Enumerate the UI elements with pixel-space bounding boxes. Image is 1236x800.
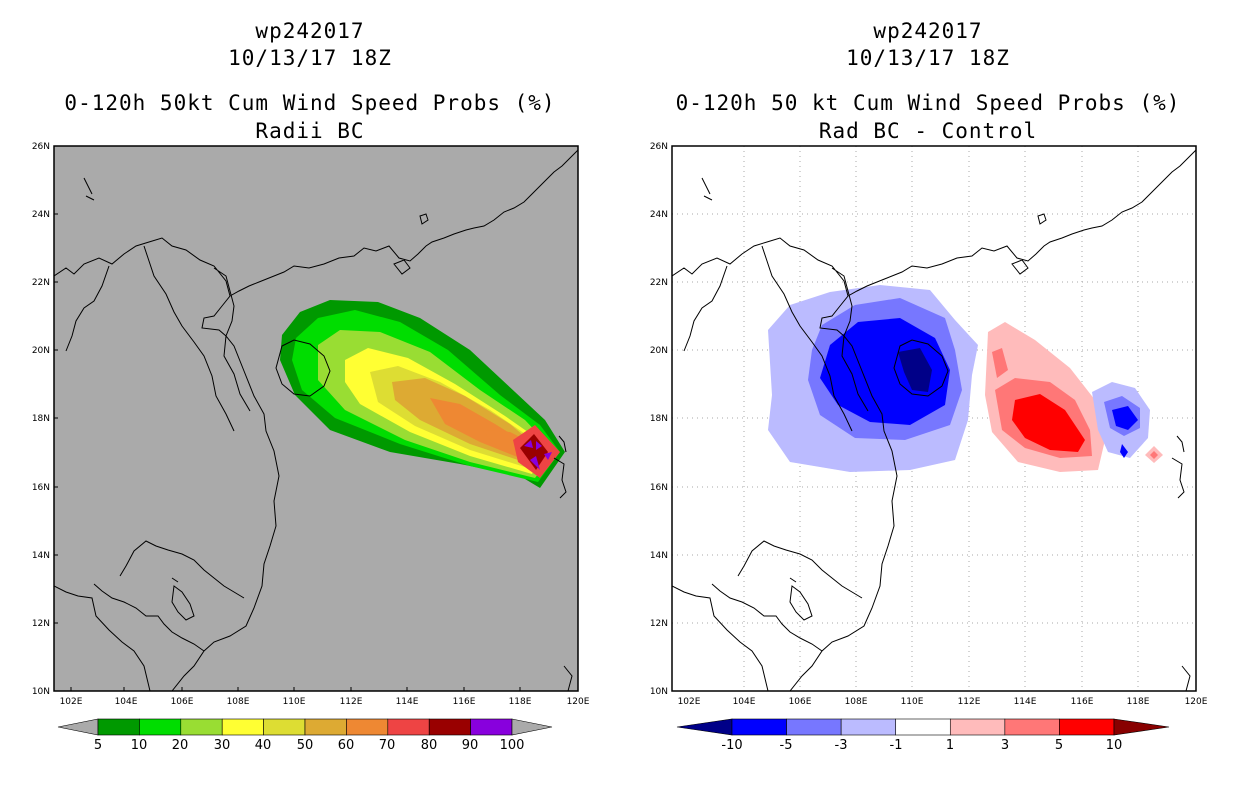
left-lat-label: 24N [32, 210, 50, 220]
left-colorbar-high-arrow [511, 718, 553, 736]
right-colorbar-label: -3 [835, 738, 848, 753]
left-colorbar-swatch [346, 718, 389, 736]
right-lon-label: 112E [958, 697, 981, 707]
left-lon-label: 118E [509, 697, 532, 707]
left-colorbar-label: 80 [421, 738, 438, 753]
right-lon-label: 116E [1071, 697, 1094, 707]
right-colorbar-label: 3 [1001, 738, 1009, 753]
right-lon-label: 114E [1014, 697, 1037, 707]
right-map-gridlines [672, 146, 1196, 691]
left-colorbar-label: 60 [338, 738, 355, 753]
left-lon-label: 104E [115, 697, 138, 707]
left-lat-label: 20N [32, 346, 50, 356]
right-lat-label: 14N [650, 551, 668, 561]
right-colorbar-swatch [949, 718, 1006, 736]
left-colorbar-label: 30 [214, 738, 231, 753]
right-lat-label: 18N [650, 414, 668, 424]
right-colorbar-low-arrow [676, 718, 733, 736]
left-lat-label: 22N [32, 278, 50, 288]
left-colorbar-swatch [221, 718, 264, 736]
right-lat-label: 26N [650, 142, 668, 152]
left-colorbar-low-arrow [57, 718, 99, 736]
left-probability-contours [54, 149, 578, 691]
right-colorbar-label: -1 [890, 738, 903, 753]
right-lon-label: 120E [1185, 697, 1208, 707]
right-lat-label: 10N [650, 687, 668, 697]
left-lon-label: 114E [396, 697, 419, 707]
right-colorbar-high-arrow [1113, 718, 1170, 736]
left-colorbar-swatch [263, 718, 306, 736]
left-colorbar-label: 50 [297, 738, 314, 753]
right-product-title: 0-120h 50 kt Cum Wind Speed Probs (%) [675, 91, 1181, 115]
left-lat-label: 26N [32, 142, 50, 152]
left-lon-label: 116E [453, 697, 476, 707]
left-lon-label: 120E [567, 697, 590, 707]
left-subtitle: Radii BC [255, 119, 365, 143]
left-map: 26N 24N 22N 20N 18N 16N 14N 12N 10N 102E… [32, 142, 590, 707]
left-colorbar-label: 100 [500, 738, 525, 753]
right-map: 26N 24N 22N 20N 18N 16N 14N 12N 10N 102E… [650, 142, 1208, 707]
left-lat-label: 16N [32, 483, 50, 493]
left-lon-label: 110E [283, 697, 306, 707]
right-storm-id: wp242017 [873, 19, 983, 43]
right-lon-label: 110E [901, 697, 924, 707]
left-lon-label: 102E [60, 697, 83, 707]
left-lon-label: 106E [171, 697, 194, 707]
right-lon-label: 118E [1127, 697, 1150, 707]
right-lat-label: 20N [650, 346, 668, 356]
left-lon-label: 112E [340, 697, 363, 707]
left-colorbar-label: 20 [172, 738, 189, 753]
right-colorbar-label: -5 [780, 738, 793, 753]
left-lat-label: 10N [32, 687, 50, 697]
right-lat-label: 24N [650, 210, 668, 220]
right-colorbar-swatch [1059, 718, 1115, 736]
right-map-frame [671, 145, 1197, 692]
right-lon-label: 104E [733, 697, 756, 707]
right-colorbar: -10 -5 -3 -1 1 3 5 10 [676, 718, 1170, 753]
right-lon-label: 106E [789, 697, 812, 707]
left-colorbar-label: 70 [379, 738, 396, 753]
right-lon-label: 102E [678, 697, 701, 707]
right-subtitle: Rad BC - Control [818, 119, 1038, 143]
left-colorbar-swatch [139, 718, 182, 736]
left-lat-label: 14N [32, 551, 50, 561]
right-colorbar-swatch [1004, 718, 1060, 736]
right-colorbar-label: -10 [721, 738, 742, 753]
right-colorbar-swatch [786, 718, 842, 736]
right-lat-label: 22N [650, 278, 668, 288]
left-lon-label: 108E [227, 697, 250, 707]
right-colorbar-swatch [731, 718, 787, 736]
left-colorbar-label: 10 [131, 738, 148, 753]
right-lat-label: 12N [650, 619, 668, 629]
left-colorbar-swatch [387, 718, 430, 736]
left-colorbar-label: 90 [462, 738, 479, 753]
right-colorbar-swatch [840, 718, 897, 736]
left-colorbar-swatch [97, 718, 140, 736]
left-colorbar: 5 10 20 30 40 50 60 70 80 90 100 [57, 718, 553, 753]
left-datetime: 10/13/17 18Z [228, 46, 392, 70]
left-lat-label: 12N [32, 619, 50, 629]
left-colorbar-label: 40 [255, 738, 272, 753]
left-colorbar-swatch [470, 718, 513, 736]
left-product-title: 0-120h 50kt Cum Wind Speed Probs (%) [64, 91, 556, 115]
left-colorbar-swatch [428, 718, 471, 736]
right-lon-label: 108E [845, 697, 868, 707]
right-lat-label: 16N [650, 483, 668, 493]
left-lat-label: 18N [32, 414, 50, 424]
right-colorbar-label: 5 [1055, 738, 1063, 753]
left-colorbar-swatch [180, 718, 223, 736]
right-datetime: 10/13/17 18Z [846, 46, 1010, 70]
right-colorbar-label: 10 [1106, 738, 1123, 753]
left-colorbar-label: 5 [94, 738, 102, 753]
right-difference-contours [672, 149, 1196, 691]
left-storm-id: wp242017 [255, 19, 365, 43]
right-colorbar-label: 1 [946, 738, 954, 753]
left-colorbar-swatch [304, 718, 347, 736]
right-colorbar-swatch [895, 718, 951, 736]
